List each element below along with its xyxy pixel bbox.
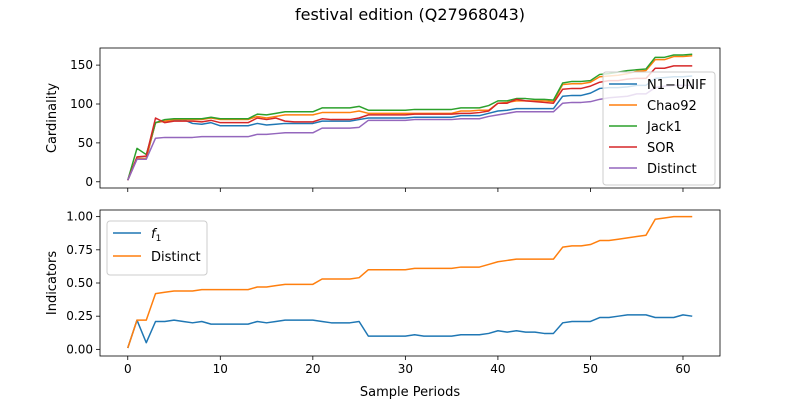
x-tick-label: 0 xyxy=(124,362,132,376)
y-tick-label: 50 xyxy=(78,136,93,150)
legend-1: f1 Distinct xyxy=(106,220,208,276)
legend-label-chao92: Chao92 xyxy=(647,99,697,114)
legend-0: N1−UNIF Chao92 Jack1 SOR Distinct xyxy=(602,71,716,186)
series-line-f1-1 xyxy=(127,314,693,349)
legend-label-f1: f1 xyxy=(151,227,161,244)
y-axis-label: Indicators xyxy=(45,251,60,315)
legend-label-distinct: Distinct xyxy=(151,250,201,265)
series-line-distinct-0 xyxy=(127,84,693,181)
legend-box xyxy=(106,220,208,276)
x-tick-label: 40 xyxy=(490,362,505,376)
x-axis-label: Sample Periods xyxy=(360,385,460,400)
x-tick-label: 60 xyxy=(675,362,690,376)
series-line-n1-unif-0 xyxy=(127,75,693,181)
x-tick-label: 50 xyxy=(583,362,598,376)
series-line-chao92-0 xyxy=(127,55,693,181)
indicators-panel: 0 10 20 30 40 50 60 0.00 0.25 0.50 0.75 1.00 Indicat… xyxy=(45,209,721,400)
y-tick-label: 0.25 xyxy=(66,309,93,323)
x-tick-label: 30 xyxy=(398,362,413,376)
y-axis-label: Cardinality xyxy=(45,83,60,154)
y-tick-label: 0.50 xyxy=(66,276,93,290)
y-tick-label: 0.75 xyxy=(66,243,93,257)
axes-frame-0 xyxy=(99,47,721,189)
legend-label-jack1: Jack1 xyxy=(646,120,682,135)
legend-box xyxy=(602,71,716,186)
x-tick-label: 10 xyxy=(213,362,228,376)
y-tick-label: 100 xyxy=(70,97,93,111)
y-tick-label: 1.00 xyxy=(66,210,93,224)
y-tick-label: 0.00 xyxy=(66,342,93,356)
cardinality-panel: 0 50 100 150 Cardinality N1−UNIF Chao92 Jack1 SO… xyxy=(45,47,721,192)
legend-label-distinct: Distinct xyxy=(647,162,697,177)
x-tick-label: 20 xyxy=(305,362,320,376)
series-line-distinct-1 xyxy=(127,215,693,349)
y-tick-label: 0 xyxy=(85,175,93,189)
series-line-jack1-0 xyxy=(127,53,693,181)
y-tick-label: 150 xyxy=(70,58,93,72)
figure-title: festival edition (Q27968043) xyxy=(295,5,525,24)
legend-label-n1-unif: N1−UNIF xyxy=(647,78,706,93)
series-line-sor-0 xyxy=(127,65,693,181)
legend-label-sor: SOR xyxy=(647,141,675,156)
